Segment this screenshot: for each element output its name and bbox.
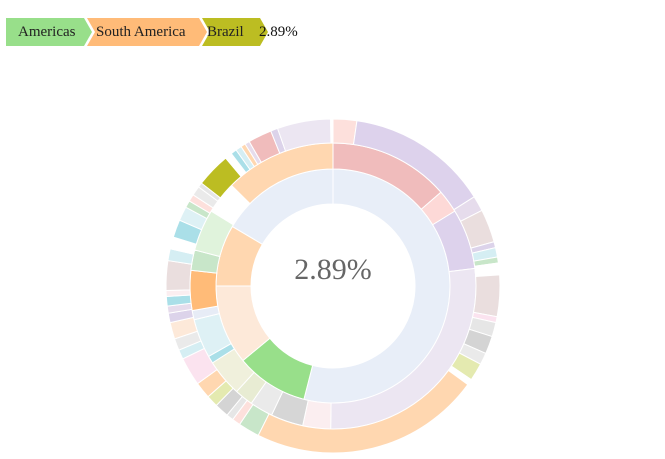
breadcrumb-chevron-2[interactable] bbox=[202, 18, 268, 46]
breadcrumb-percentage: 2.89% bbox=[259, 24, 298, 40]
center-percentage: 2.89% bbox=[294, 253, 372, 286]
breadcrumb-chevron-1[interactable] bbox=[87, 18, 207, 46]
breadcrumb-item-brazil[interactable]: Brazil bbox=[207, 24, 244, 40]
breadcrumb-item-americas[interactable]: Americas bbox=[18, 24, 76, 40]
ring3-arc-segment-48[interactable] bbox=[330, 118, 334, 144]
ring3-arc-segment-0[interactable] bbox=[332, 118, 358, 146]
ring3-arc-segment-30[interactable] bbox=[165, 259, 193, 292]
breadcrumb-chevron-0[interactable] bbox=[6, 18, 92, 46]
breadcrumb-item-south-america[interactable]: South America bbox=[96, 24, 186, 40]
breadcrumb-trail bbox=[6, 18, 268, 46]
ring3-arc-segment-8[interactable] bbox=[472, 274, 501, 318]
ring2-arc-south-america[interactable] bbox=[189, 269, 219, 312]
